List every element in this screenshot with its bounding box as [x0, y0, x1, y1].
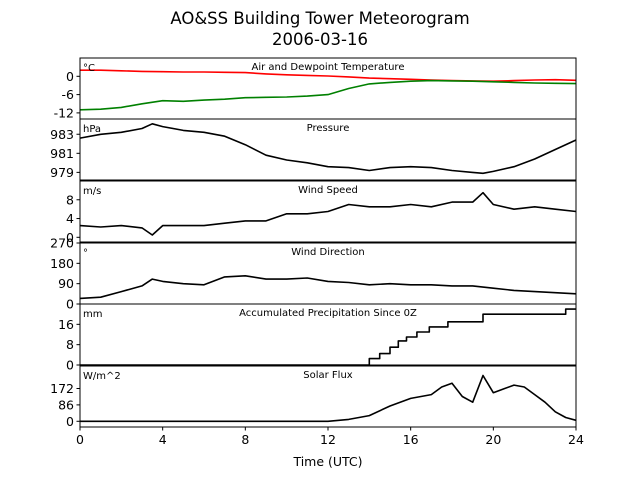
panel-0-series-1 [79, 79, 577, 111]
panel-3-title: Wind Direction [291, 247, 365, 258]
x-axis-label: Time (UTC) [292, 454, 362, 469]
panel-5-ytick-label-0: 172 [50, 381, 74, 396]
panel-0-unit: °C [83, 63, 95, 74]
panel-2-unit: m/s [83, 186, 101, 197]
panel-1-ytick-label-2: 979 [50, 165, 74, 180]
panel-2-ytick-label-1: 4 [66, 211, 74, 226]
panel-2-frame [79, 180, 577, 243]
xtick-label-5: 20 [485, 432, 501, 447]
panel-4-ytick-label-1: 8 [66, 337, 74, 352]
panel-5-unit: W/m^2 [83, 371, 121, 382]
panel-1-title: Pressure [307, 123, 350, 134]
panel-1: 983 981 979 hPa Pressure [50, 118, 577, 181]
panel-4-title: Accumulated Precipitation Since 0Z [239, 308, 417, 319]
panel-4: 0 8 16 mm Accumulated Precipitation Since 0Z [58, 303, 577, 373]
panel-5-ytick-label-2: 0 [66, 414, 74, 429]
panel-1-unit: hPa [83, 124, 101, 135]
panel-4-frame [79, 303, 577, 366]
panel-0-title: Air and Dewpoint Temperature [252, 62, 405, 73]
x-axis: 0 4 8 12 16 20 24 [76, 427, 584, 447]
panel-2: 0 4 8 m/s Wind Speed [66, 180, 577, 245]
panel-4-unit: mm [83, 309, 102, 320]
panel-4-ytick-label-2: 16 [58, 317, 74, 332]
panel-0: 0 -6 -12 °C Air and Dewpoint Temperature [54, 57, 577, 120]
panel-1-ytick-label-1: 981 [50, 146, 74, 161]
panel-5-series-0 [80, 374, 577, 423]
panel-4-series-0 [80, 308, 576, 366]
panel-1-frame [79, 118, 577, 181]
panel-5-title: Solar Flux [303, 370, 353, 381]
panel-0-ytick-label-1: -6 [62, 87, 75, 102]
panel-5-ytick-label-1: 86 [58, 397, 74, 412]
panel-2-ytick-label-0: 0 [66, 230, 74, 245]
panel-2-series-0 [79, 191, 577, 236]
panel-3-unit: ° [83, 248, 88, 259]
xtick-label-2: 8 [241, 432, 249, 447]
panel-0-ytick-label-0: 0 [66, 69, 74, 84]
xtick-label-4: 16 [403, 432, 419, 447]
panel-3-ytick-label-2: 90 [58, 276, 74, 291]
panel-3-ytick-label-1: 180 [50, 256, 74, 271]
panel-1-series-0 [79, 123, 577, 175]
panel-3-series-0 [79, 274, 577, 300]
chart-date: 2006-03-16 [272, 30, 368, 49]
panels: 0-6-12°C Air and Dewpoint Temperature9839… [50, 57, 577, 429]
panel-3-ytick-label-0: 270 [50, 236, 74, 251]
panel-3: 270 180 90 0 ° Wind Direction [50, 236, 577, 312]
panel-1-ytick-label-0: 983 [50, 127, 74, 142]
panel-0-ytick-label-2: -12 [54, 105, 74, 120]
panel-2-title: Wind Speed [298, 185, 358, 196]
panel-3-ytick-label-3: 0 [66, 297, 74, 312]
panel-4-ytick-label-0: 0 [66, 358, 74, 373]
chart-title: AO&SS Building Tower Meteorogram [170, 9, 469, 28]
xtick-label-0: 0 [76, 432, 84, 447]
xtick-label-6: 24 [568, 432, 584, 447]
panel-2-ytick-label-2: 8 [66, 192, 74, 207]
xtick-label-3: 12 [320, 432, 336, 447]
xtick-label-1: 4 [159, 432, 167, 447]
